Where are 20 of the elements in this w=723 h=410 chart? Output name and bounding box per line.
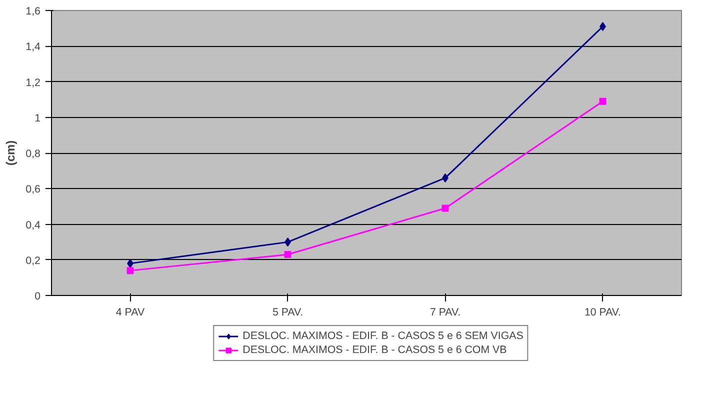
y-tick-label: 1,6 <box>26 6 41 18</box>
point <box>599 98 606 105</box>
y-tick-label: 1,2 <box>26 76 41 89</box>
y-tick-label: 0,4 <box>26 219 41 232</box>
y-tick-label: 0,2 <box>26 254 41 267</box>
x-tick-label: 5 PAV. <box>272 306 304 318</box>
point <box>442 204 449 212</box>
x-tick-label: 10 PAV. <box>584 306 622 318</box>
y-tick-label: 0 <box>34 290 41 302</box>
legend-label: DESLOC. MAXIMOS - EDIF. B - CASOS 5 e 6 SEM VIGAS <box>242 330 524 342</box>
x-tick-label: 7 PAV. <box>430 306 461 318</box>
point <box>284 251 292 258</box>
y-tick-label: 0,8 <box>26 148 41 160</box>
y-axis-title: (cm) <box>4 140 18 166</box>
x-tick-label: 4 PAV <box>116 306 146 318</box>
legend-label: DESLOC. MAXIMOS - EDIF. B - CASOS 5 e 6 COM VB <box>242 344 507 356</box>
y-tick-label: 0,6 <box>26 184 41 196</box>
point <box>126 267 134 274</box>
y-tick-label: 1 <box>34 112 41 124</box>
y-tick-label: 1,4 <box>26 41 41 54</box>
